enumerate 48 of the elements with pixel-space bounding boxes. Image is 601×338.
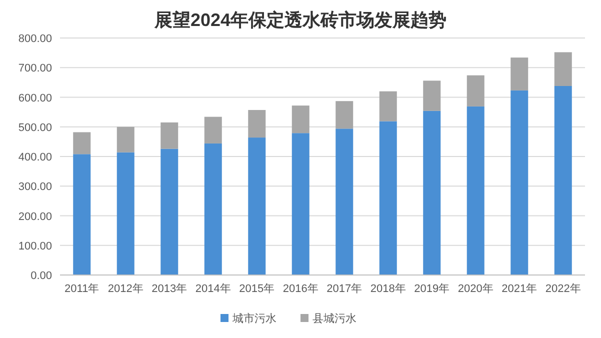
y-tick-label: 400.00 xyxy=(18,152,52,164)
bar xyxy=(292,106,310,134)
x-tick-label: 2011年 xyxy=(64,283,100,295)
y-tick-label: 0.00 xyxy=(30,270,52,282)
y-tick-label: 200.00 xyxy=(18,210,52,223)
bar xyxy=(73,154,91,275)
bar xyxy=(204,143,222,275)
bar xyxy=(510,58,528,90)
y-tick-label: 700.00 xyxy=(18,62,52,75)
y-tick-label: 100.00 xyxy=(18,240,52,252)
bar xyxy=(554,86,572,275)
bar xyxy=(292,133,310,275)
y-tick-label: 300.00 xyxy=(18,181,52,194)
bar xyxy=(466,75,484,106)
bar xyxy=(466,106,484,275)
bar xyxy=(336,101,354,129)
bar xyxy=(116,126,134,152)
bar xyxy=(379,121,397,275)
x-tick-label: 2020年 xyxy=(458,283,494,295)
bar xyxy=(160,122,178,149)
x-tick-label: 2012年 xyxy=(108,283,144,295)
x-tick-label: 2015年 xyxy=(239,283,275,295)
y-tick-label: 500.00 xyxy=(18,122,52,134)
legend-label: 县城污水 xyxy=(312,312,356,325)
x-tick-label: 2013年 xyxy=(152,283,188,295)
legend-label: 城市污水 xyxy=(232,312,276,325)
bar xyxy=(160,148,178,275)
y-tick-label: 600.00 xyxy=(18,92,52,104)
x-tick-label: 2018年 xyxy=(370,283,406,295)
bar xyxy=(116,152,134,275)
bar xyxy=(248,138,266,275)
x-tick-label: 2017年 xyxy=(326,283,362,295)
x-tick-label: 2022年 xyxy=(545,283,581,295)
bar xyxy=(510,90,528,275)
bar xyxy=(554,52,572,86)
bar xyxy=(423,80,441,111)
x-tick-label: 2016年 xyxy=(282,283,318,295)
x-tick-label: 2021年 xyxy=(502,283,538,295)
bar xyxy=(336,128,354,275)
bar xyxy=(379,91,397,122)
y-tick-label: 800.00 xyxy=(18,33,52,45)
bar xyxy=(73,132,91,154)
bar xyxy=(423,110,441,275)
x-tick-label: 2014年 xyxy=(195,283,231,295)
chart-title: 展望2024年保定透水砖市场发展趋势 xyxy=(153,10,447,30)
x-tick-label: 2019年 xyxy=(414,283,450,295)
bar xyxy=(204,116,222,144)
bar xyxy=(248,110,266,138)
